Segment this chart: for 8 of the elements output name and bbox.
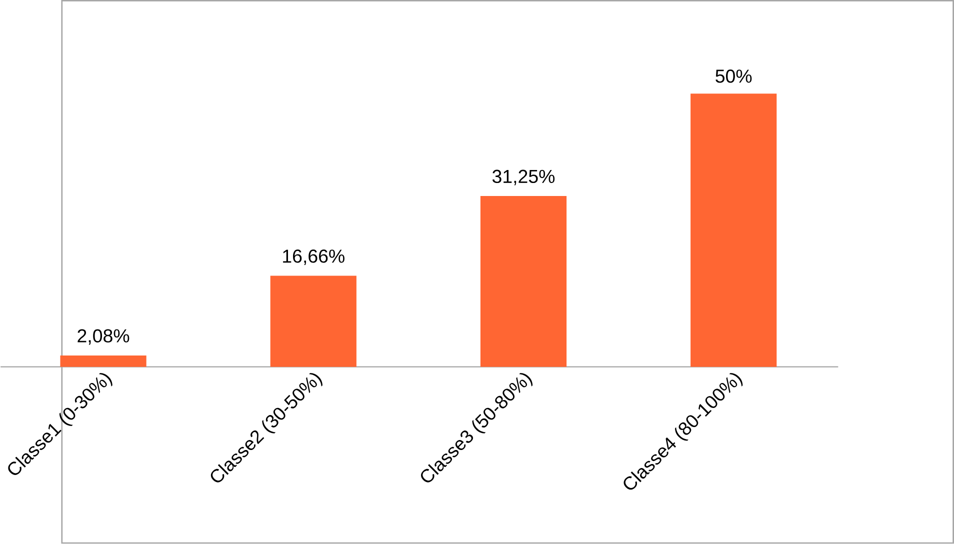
bar <box>480 196 567 367</box>
data-label: 16,66% <box>283 250 344 266</box>
bar <box>60 356 146 367</box>
data-label: 31,25% <box>492 170 555 186</box>
data-label: 2,08% <box>78 329 130 345</box>
data-label: 50% <box>716 70 752 83</box>
bar <box>270 276 356 367</box>
bar <box>690 94 777 367</box>
